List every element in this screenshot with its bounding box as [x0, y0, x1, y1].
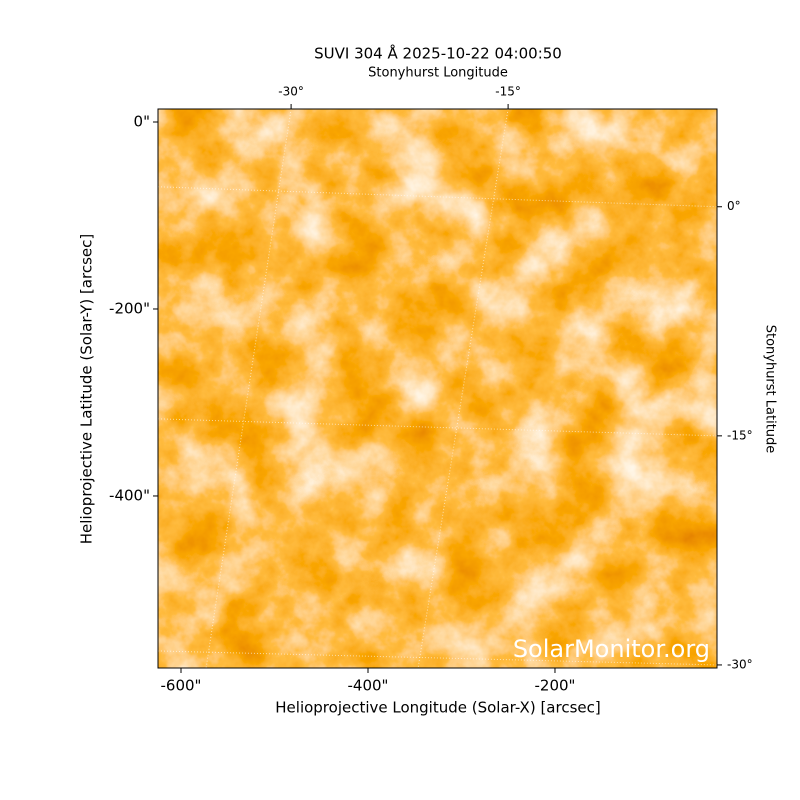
x2-tick-label: -30°: [278, 85, 304, 99]
y2-label: Stonyhurst Latitude: [763, 325, 778, 454]
chart-title: SUVI 304 Å 2025-10-22 04:00:50: [314, 44, 562, 63]
solar-image: [158, 109, 717, 668]
y2-tick-label: -30°: [727, 657, 753, 671]
y-tick-label: -200": [109, 299, 150, 317]
y2-tick-label: 0°: [727, 199, 741, 213]
x-label: Helioprojective Longitude (Solar-X) [arc…: [275, 699, 600, 717]
y-label: Helioprojective Latitude (Solar-Y) [arcs…: [78, 234, 96, 544]
grid-line: [158, 186, 717, 208]
axes-frame: [157, 108, 718, 669]
x2-label: Stonyhurst Longitude: [368, 66, 508, 81]
x-tick-label: -400": [348, 677, 389, 695]
y-tick-label: 0": [134, 112, 150, 130]
watermark: SolarMonitor.org: [513, 635, 710, 663]
x-tick-label: -600": [161, 677, 202, 695]
grid-line: [205, 109, 292, 668]
y2-tick-label: -15°: [727, 428, 753, 442]
x2-tick-label: -15°: [495, 85, 521, 99]
grid-line: [417, 109, 509, 668]
y-tick-label: -400": [109, 486, 150, 504]
x-tick-label: -200": [534, 677, 575, 695]
grid-line: [158, 650, 717, 666]
grid-line: [158, 418, 717, 437]
